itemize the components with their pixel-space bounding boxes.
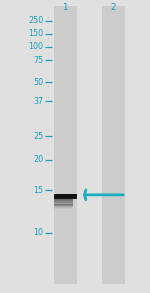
Bar — [54, 208, 73, 209]
Text: 75: 75 — [33, 56, 43, 64]
Bar — [54, 204, 73, 206]
Text: 15: 15 — [33, 186, 43, 195]
Bar — [54, 209, 73, 210]
Text: 25: 25 — [33, 132, 43, 141]
Bar — [54, 6, 76, 284]
Text: 20: 20 — [33, 155, 43, 164]
Bar — [54, 203, 73, 205]
Text: 10: 10 — [33, 229, 44, 237]
Bar — [54, 207, 73, 208]
Text: 100: 100 — [28, 42, 44, 51]
Text: 150: 150 — [28, 29, 44, 38]
Text: 1: 1 — [63, 3, 68, 12]
Bar — [102, 6, 124, 284]
Bar — [54, 201, 73, 202]
Bar — [54, 200, 73, 201]
Text: 250: 250 — [28, 16, 44, 25]
Bar — [54, 198, 73, 200]
Text: 37: 37 — [33, 97, 43, 105]
Bar — [54, 194, 77, 199]
Bar — [54, 205, 73, 207]
Text: 50: 50 — [33, 78, 43, 86]
Text: 2: 2 — [111, 3, 116, 12]
Bar — [54, 202, 73, 203]
